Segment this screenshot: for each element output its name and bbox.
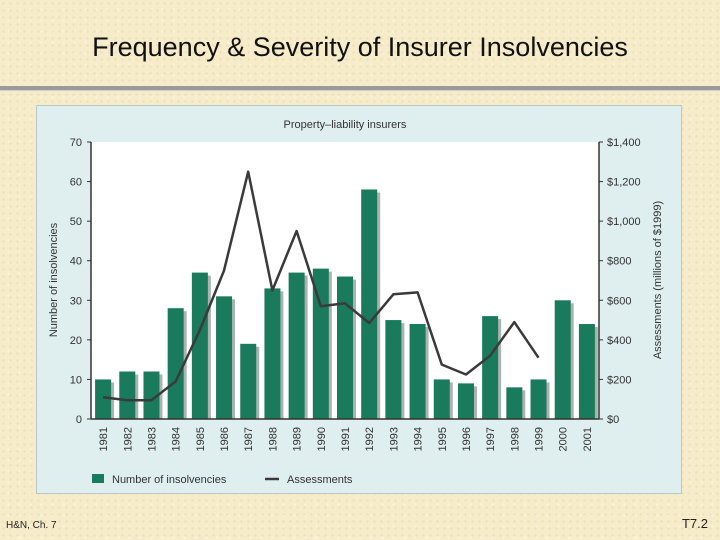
x-tick-label: 1997 [485, 427, 497, 451]
bar [409, 324, 426, 419]
legend-bar-swatch [92, 474, 104, 483]
x-tick-label: 1989 [292, 427, 304, 451]
bar [482, 316, 499, 419]
y-tick-label-left: 20 [70, 335, 82, 347]
footer-chapter: H&N, Ch. 7 [6, 520, 57, 531]
x-tick-label: 1983 [147, 427, 159, 451]
assessments-line [102, 170, 540, 402]
title-divider [0, 86, 720, 91]
x-tick-label: 1996 [461, 427, 473, 451]
chart-title: Property–liability insurers [284, 119, 407, 131]
bar [554, 300, 571, 419]
chart-panel: Property–liability insurers Number of in… [36, 105, 682, 494]
y-tick-label-right: $1,000 [607, 216, 641, 228]
x-tick-label: 1990 [316, 427, 328, 451]
bar [288, 272, 305, 419]
y-tick-label-right: $400 [607, 335, 631, 347]
x-tick-label: 1988 [267, 427, 279, 451]
y-tick-label-left: 40 [70, 256, 82, 268]
y-ticks-right: $0 $200 $400 $600 $800 $1,000 $1,200 $1,400 [599, 137, 641, 426]
y-tick-label-right: $0 [607, 414, 619, 426]
y-ticks-left: 0 10 20 30 40 50 60 70 [70, 137, 91, 426]
x-tick-label: 1998 [509, 427, 521, 451]
bar [337, 276, 353, 419]
x-tick-label: 1995 [437, 427, 449, 451]
x-tick-label: 1982 [122, 427, 134, 451]
x-tick-label: 1993 [388, 427, 400, 451]
y-tick-label-right: $1,400 [607, 137, 641, 149]
x-tick-label: 1999 [534, 427, 546, 451]
y-tick-label-left: 60 [70, 177, 82, 189]
y-tick-label-left: 70 [70, 137, 82, 149]
y-tick-label-left: 0 [76, 414, 82, 426]
y-tick-label-left: 10 [70, 374, 82, 386]
x-ticks: 1981 1982 1983 1984 1985 1986 1987 1988 1989 1990… [98, 427, 594, 451]
bar [264, 288, 281, 419]
slide-title: Frequency & Severity of Insurer Insolven… [92, 32, 628, 62]
bar [433, 379, 450, 419]
bar [457, 383, 474, 419]
legend-bar-label: Number of insolvencies [112, 474, 227, 486]
x-tick-label: 1987 [243, 427, 255, 451]
y-tick-label-right: $600 [607, 295, 631, 307]
y-tick-label-right: $200 [607, 374, 631, 386]
x-tick-label: 1992 [364, 427, 376, 451]
bar [191, 272, 208, 419]
x-tick-label: 2001 [582, 427, 594, 451]
legend-line-label: Assessments [287, 474, 353, 486]
bar [95, 379, 112, 419]
bar [216, 296, 233, 419]
y-tick-label-right: $800 [607, 256, 631, 268]
x-tick-label: 1994 [413, 427, 425, 451]
bar [578, 324, 595, 419]
x-tick-label: 1985 [195, 427, 207, 451]
bar [167, 308, 184, 419]
y-axis-label: Number of insolvencies [48, 222, 60, 337]
y-tick-label-left: 30 [70, 295, 82, 307]
y-tick-label-right: $1,200 [607, 177, 641, 189]
x-tick-label: 2000 [558, 427, 570, 451]
line-series [102, 170, 540, 402]
bar [506, 387, 523, 419]
bar-series [95, 189, 598, 419]
y-tick-label-left: 50 [70, 216, 82, 228]
legend: Number of insolvencies Assessments [92, 474, 353, 486]
x-tick-label: 1984 [171, 427, 183, 451]
bar [143, 371, 160, 419]
x-tick-label: 1981 [98, 427, 110, 451]
insolvency-chart: Property–liability insurers Number of in… [48, 119, 664, 486]
footer-slide-number: T7.2 [681, 516, 708, 531]
x-tick-label: 1991 [340, 427, 352, 451]
bar [530, 379, 547, 419]
bar [240, 343, 257, 419]
y-axis-label-right: Assessments (millions of $1999) [652, 201, 664, 359]
bar [361, 189, 378, 419]
bar [385, 320, 402, 419]
bar [119, 371, 136, 419]
x-tick-label: 1986 [219, 427, 231, 451]
